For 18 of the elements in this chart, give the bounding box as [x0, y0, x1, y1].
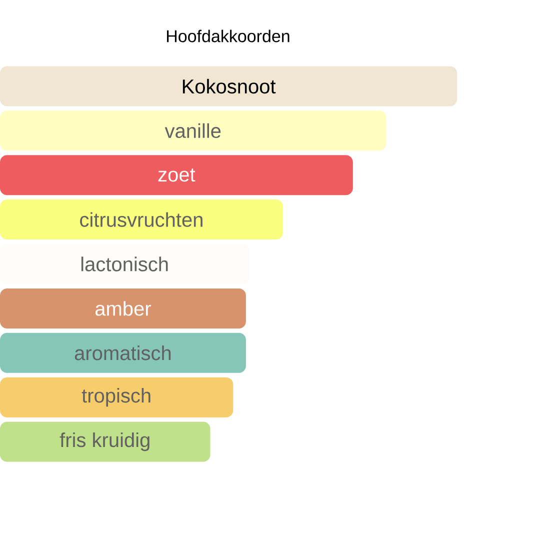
bar	[0, 110, 386, 151]
y-tick-label: citrusvruchten	[80, 212, 202, 227]
bar	[0, 422, 210, 462]
chart-title: Hoofdakkoorden	[167, 30, 290, 42]
y-tick-label: vanille	[164, 123, 221, 138]
y-tick-label: Kokosnoot	[182, 78, 276, 94]
bar	[0, 377, 234, 418]
bar	[0, 155, 353, 196]
y-tick-label: tropisch	[82, 388, 150, 407]
bar	[0, 200, 283, 240]
bar	[0, 66, 458, 106]
bar	[0, 332, 246, 373]
y-tick-label: amber	[95, 301, 151, 316]
y-tick-label: aromatisch	[74, 346, 171, 360]
bar	[0, 288, 246, 328]
y-tick-label: lactonisch	[81, 256, 168, 272]
y-tick-label: zoet	[158, 168, 196, 182]
y-tick-label: fris kruidig	[60, 432, 150, 452]
